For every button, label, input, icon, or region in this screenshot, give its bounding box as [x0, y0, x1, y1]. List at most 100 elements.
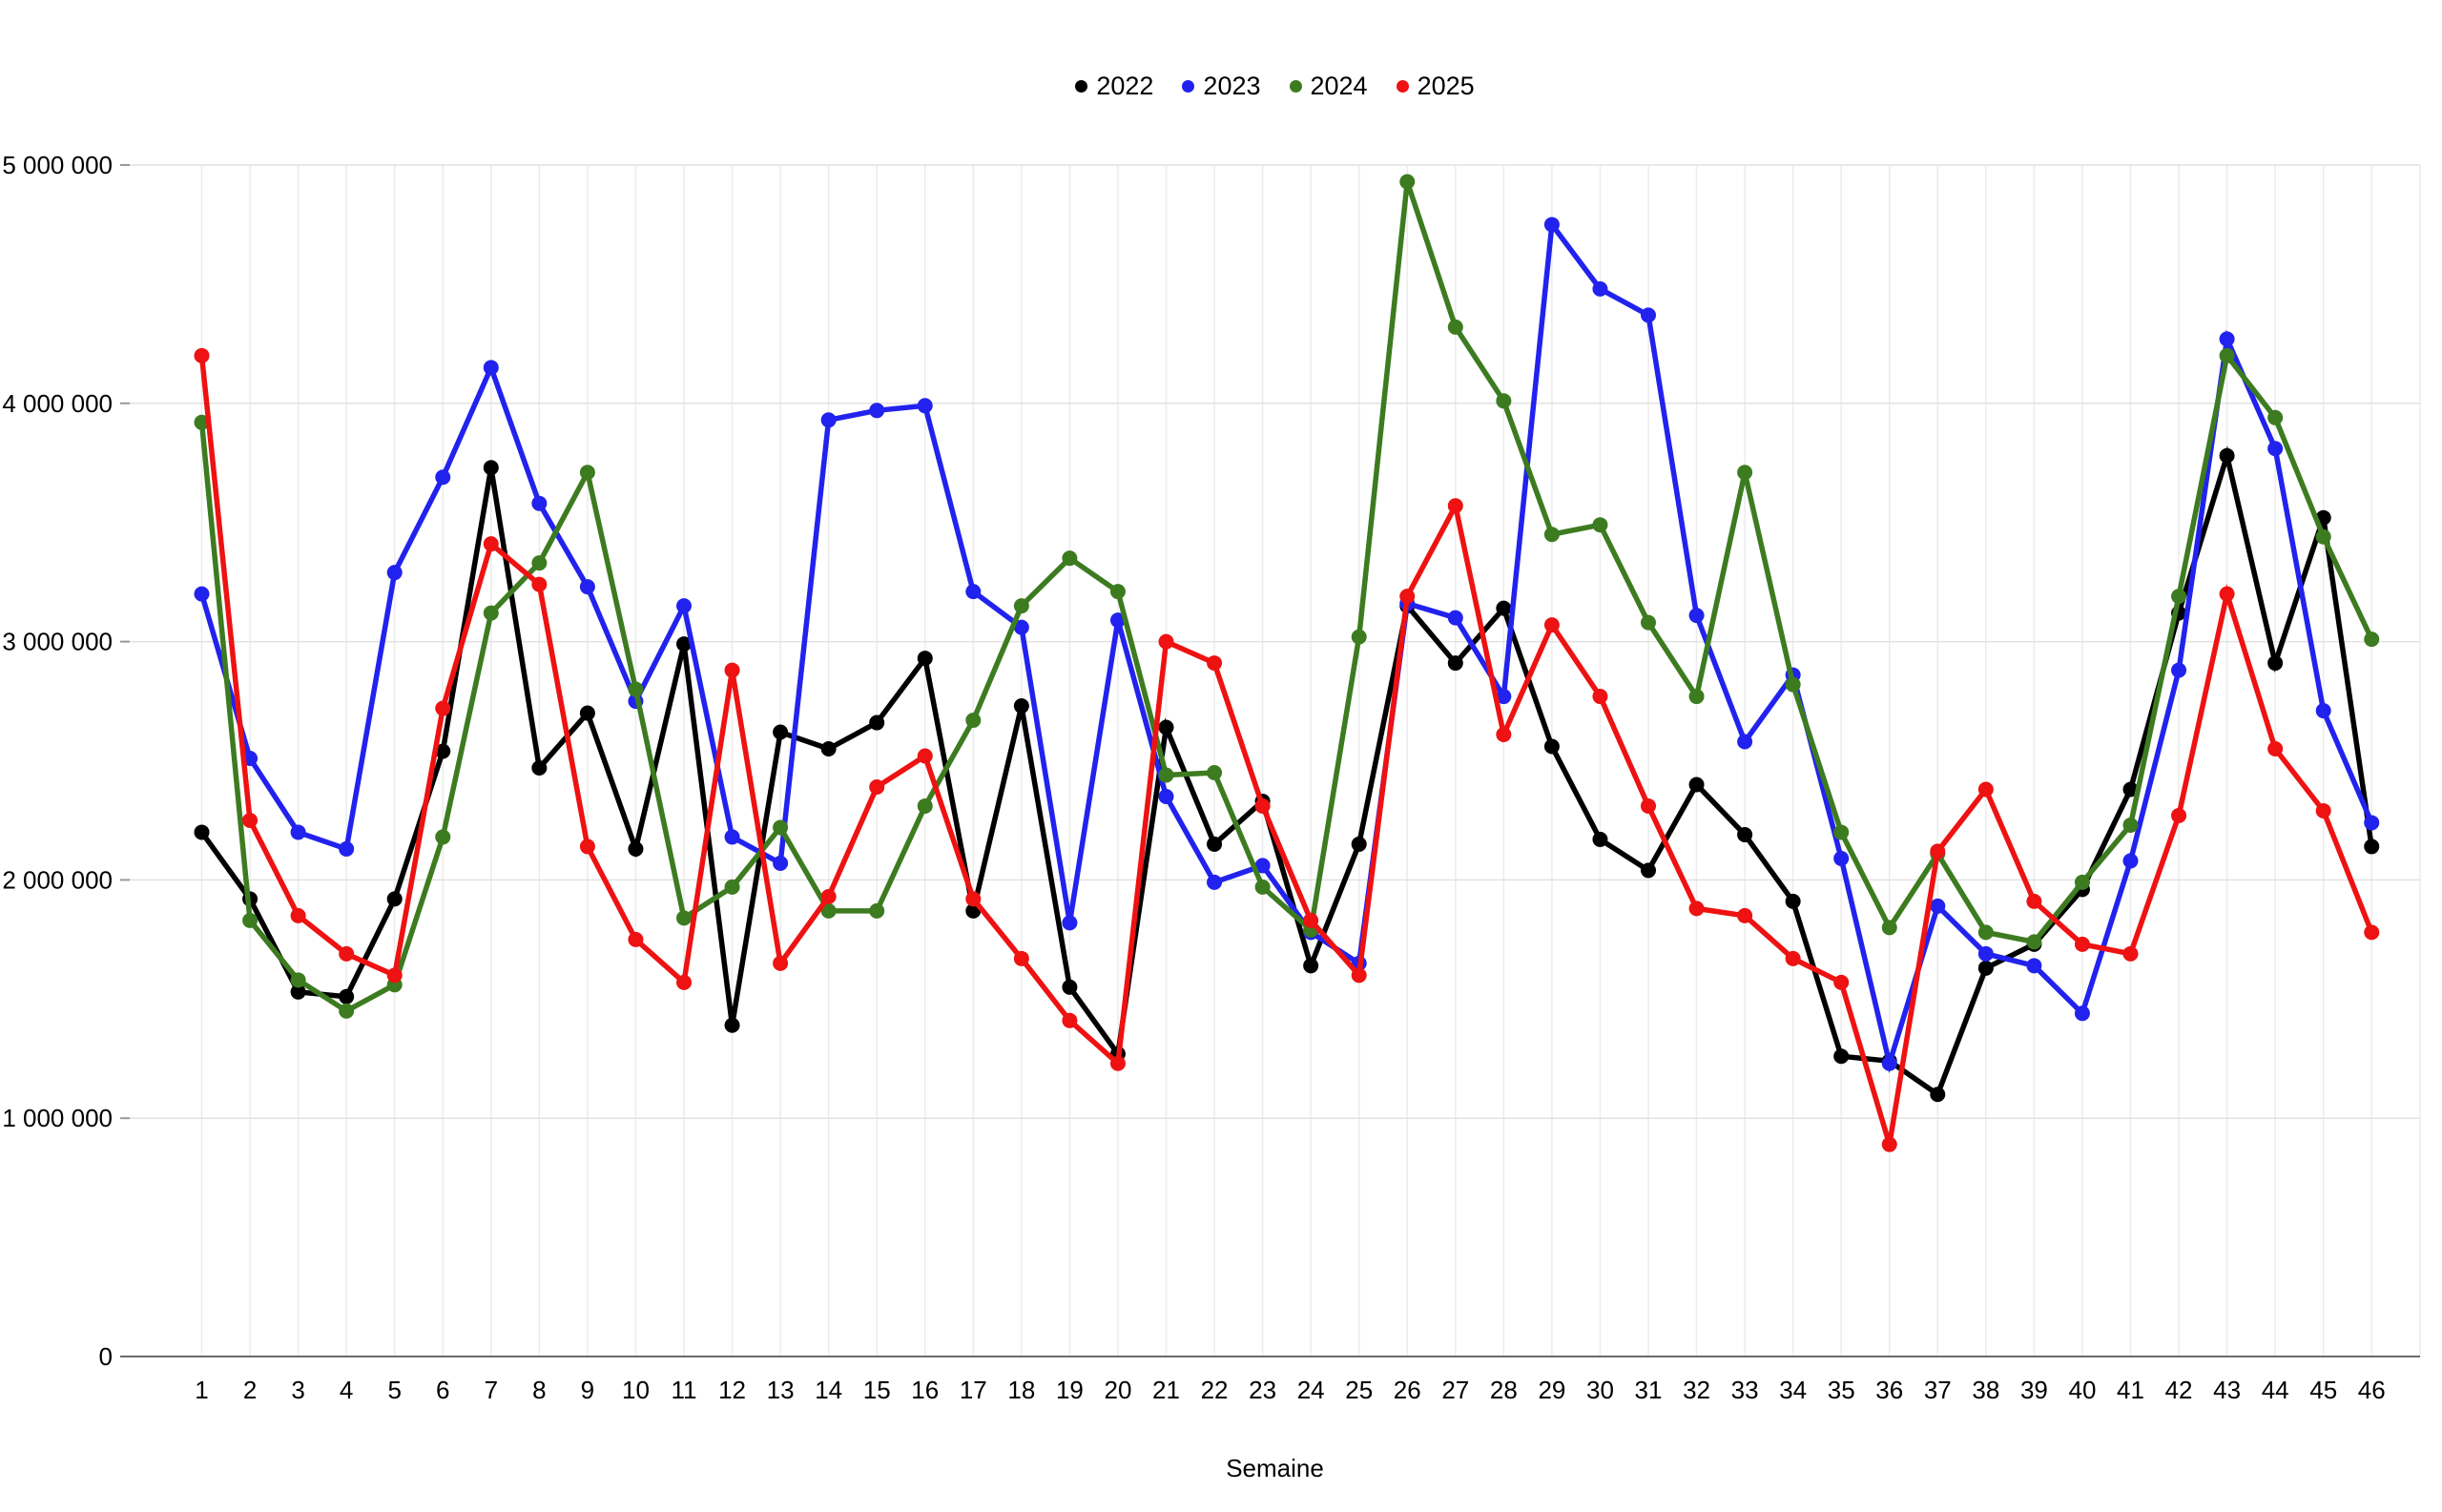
x-tick-label: 34 — [1779, 1376, 1807, 1404]
data-point-2022 — [2122, 781, 2139, 797]
x-tick-label: 42 — [2165, 1376, 2193, 1404]
data-point-2024 — [2171, 589, 2187, 605]
data-point-2025 — [2315, 802, 2331, 818]
data-point-2025 — [194, 347, 210, 363]
data-point-2022 — [1207, 836, 1223, 852]
x-tick-label: 30 — [1586, 1376, 1614, 1404]
data-point-2023 — [724, 829, 740, 845]
data-point-2024 — [2267, 409, 2284, 425]
data-point-2023 — [2315, 703, 2331, 719]
data-point-2025 — [386, 967, 403, 984]
data-point-2022 — [917, 651, 933, 667]
data-point-2025 — [1543, 617, 1560, 633]
data-point-2023 — [1254, 858, 1271, 874]
data-point-2023 — [1543, 217, 1560, 233]
data-point-2023 — [2267, 441, 2284, 457]
data-point-2025 — [2267, 741, 2284, 757]
data-point-2024 — [1833, 824, 1850, 840]
data-point-2025 — [1254, 797, 1271, 814]
data-point-2024 — [242, 912, 259, 928]
data-point-2022 — [676, 636, 692, 652]
x-tick-label: 37 — [1924, 1376, 1952, 1404]
x-tick-label: 6 — [436, 1376, 449, 1404]
data-point-2022 — [1930, 1087, 1946, 1103]
data-point-2025 — [1399, 589, 1416, 605]
data-point-2022 — [483, 460, 499, 476]
x-tick-label: 23 — [1249, 1376, 1276, 1404]
x-tick-label: 31 — [1635, 1376, 1663, 1404]
data-point-2022 — [194, 824, 210, 840]
x-tick-label: 26 — [1394, 1376, 1421, 1404]
y-tick-label: 0 — [99, 1342, 113, 1371]
data-point-2025 — [290, 907, 306, 923]
data-point-2023 — [2122, 853, 2139, 869]
x-tick-label: 9 — [581, 1376, 594, 1404]
x-tick-label: 39 — [2020, 1376, 2048, 1404]
x-tick-label: 17 — [960, 1376, 987, 1404]
data-point-2024 — [869, 902, 885, 919]
data-point-2023 — [2074, 1005, 2090, 1022]
legend-item-2022[interactable]: 2022 — [1075, 72, 1153, 101]
data-point-2024 — [1013, 598, 1029, 614]
data-point-2025 — [1977, 781, 1994, 797]
data-point-2025 — [1158, 633, 1174, 650]
data-point-2023 — [531, 495, 548, 511]
data-point-2023 — [483, 360, 499, 376]
data-point-2023 — [290, 824, 306, 840]
x-tick-label: 20 — [1104, 1376, 1131, 1404]
x-axis-title: Semaine — [1226, 1454, 1324, 1482]
x-tick-label: 2 — [243, 1376, 257, 1404]
data-point-2022 — [579, 705, 595, 721]
data-point-2023 — [1977, 945, 1994, 962]
data-point-2024 — [2074, 874, 2090, 890]
series-line-2023 — [198, 217, 2374, 1074]
data-point-2022 — [869, 715, 885, 731]
legend-marker-icon — [1289, 79, 1302, 93]
legend-label: 2023 — [1203, 71, 1261, 100]
data-point-2023 — [1833, 850, 1850, 866]
y-tick-label: 5 000 000 — [2, 151, 113, 179]
data-point-2025 — [1109, 1055, 1126, 1071]
data-point-2024 — [965, 713, 982, 729]
data-point-2022 — [1158, 719, 1174, 735]
legend-item-2024[interactable]: 2024 — [1289, 72, 1368, 101]
data-point-2023 — [2219, 331, 2235, 347]
series-line-2024 — [198, 180, 2374, 1014]
data-point-2023 — [435, 469, 451, 486]
data-point-2022 — [724, 1017, 740, 1033]
data-point-2023 — [1447, 610, 1463, 626]
chart-legend: 2022 2023 2024 2025 — [130, 69, 2420, 103]
x-tick-label: 13 — [767, 1376, 795, 1404]
data-point-2022 — [1062, 979, 1078, 995]
x-tick-label: 41 — [2117, 1376, 2144, 1404]
data-point-2022 — [1785, 893, 1801, 909]
data-point-2023 — [1496, 689, 1512, 705]
x-tick-label: 3 — [291, 1376, 304, 1404]
data-point-2023 — [1688, 608, 1705, 624]
data-point-2025 — [2364, 924, 2380, 941]
data-point-2025 — [676, 974, 692, 990]
x-tick-label: 4 — [340, 1376, 353, 1404]
data-point-2025 — [1833, 974, 1850, 990]
data-point-2022 — [1496, 600, 1512, 616]
x-tick-label: 45 — [2309, 1376, 2337, 1404]
data-point-2022 — [531, 759, 548, 776]
x-tick-label: 22 — [1201, 1376, 1229, 1404]
data-point-2025 — [724, 662, 740, 678]
data-point-2023 — [1158, 788, 1174, 804]
data-point-2024 — [2315, 528, 2331, 545]
data-point-2023 — [1737, 734, 1753, 750]
data-point-2023 — [1062, 915, 1078, 931]
legend-label: 2022 — [1096, 71, 1154, 100]
legend-marker-icon — [1182, 79, 1195, 93]
legend-item-2023[interactable]: 2023 — [1182, 71, 1261, 101]
legend-item-2025[interactable]: 2025 — [1396, 72, 1475, 101]
x-tick-label: 28 — [1490, 1376, 1518, 1404]
data-point-2024 — [2122, 817, 2139, 833]
x-tick-label: 40 — [2068, 1376, 2096, 1404]
data-point-2025 — [2074, 936, 2090, 952]
data-point-2025 — [531, 576, 548, 592]
data-point-2024 — [339, 1003, 355, 1019]
data-point-2022 — [1833, 1048, 1850, 1065]
